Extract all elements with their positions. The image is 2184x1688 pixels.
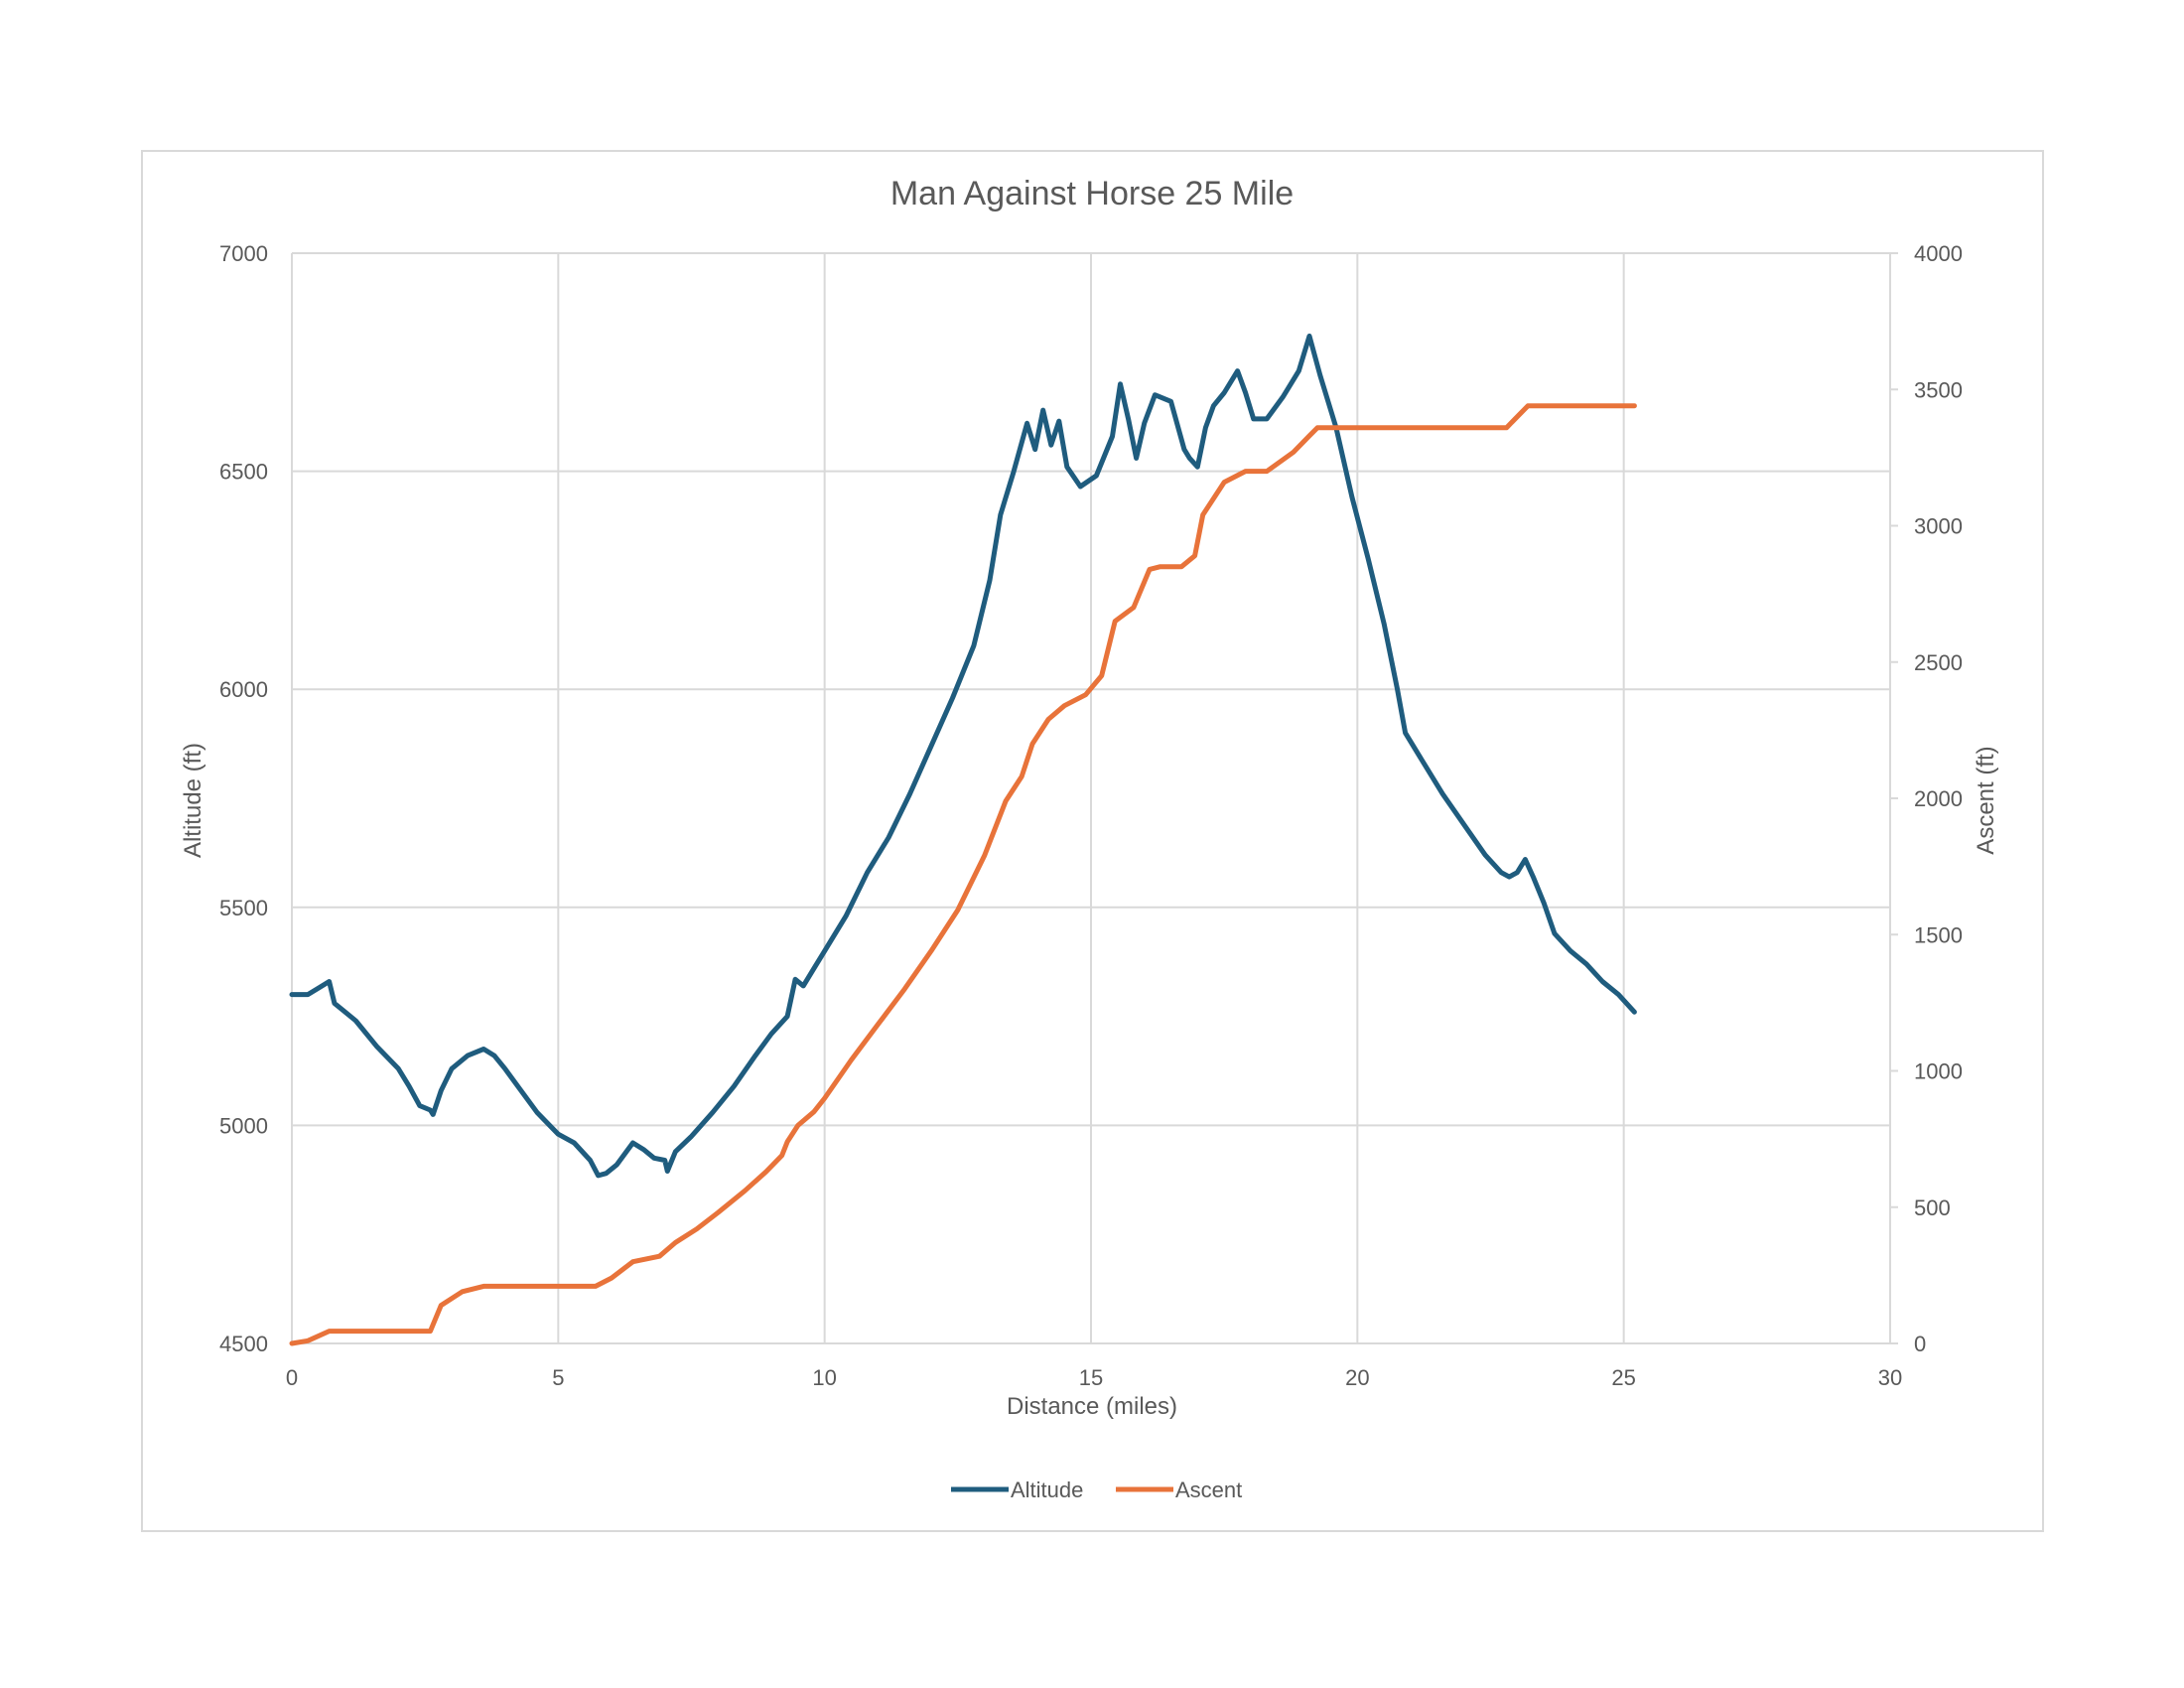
legend-label-altitude: Altitude xyxy=(1011,1477,1083,1502)
y-tick-label: 5000 xyxy=(219,1113,268,1138)
y2-tick-label: 1000 xyxy=(1914,1059,1963,1084)
x-tick-labels: 0 5 10 15 20 25 30 xyxy=(286,1365,1902,1390)
chart-frame xyxy=(141,150,2044,1532)
x-tick-label: 30 xyxy=(1878,1365,1902,1390)
y-tick-label: 6000 xyxy=(219,677,268,702)
series-line-altitude xyxy=(289,333,1637,1179)
y2-tick-label: 0 xyxy=(1914,1332,1926,1356)
y2-tick-label: 1500 xyxy=(1914,922,1963,947)
x-tick-label: 15 xyxy=(1079,1365,1103,1390)
y2-tick-label: 3500 xyxy=(1914,377,1963,402)
series-lines xyxy=(289,333,1637,1346)
y2-tick-label: 2000 xyxy=(1914,786,1963,811)
legend-label-ascent: Ascent xyxy=(1175,1477,1242,1502)
y-tick-label: 5500 xyxy=(219,896,268,920)
y2-tick-label: 500 xyxy=(1914,1196,1951,1220)
y2-axis-title: Ascent (ft) xyxy=(1973,746,1999,854)
legend: Altitude Ascent xyxy=(951,1477,1242,1502)
y-tick-label: 7000 xyxy=(219,241,268,266)
y-tick-label: 6500 xyxy=(219,460,268,485)
y2-tick-labels: 0 500 1000 1500 2000 2500 3000 3500 4000 xyxy=(1890,241,1963,1356)
y-axis-title: Altitude (ft) xyxy=(180,743,206,858)
x-tick-label: 20 xyxy=(1345,1365,1369,1390)
y2-tick-label: 4000 xyxy=(1914,241,1963,266)
series-line-ascent xyxy=(289,403,1637,1346)
chart-title: Man Against Horse 25 Mile xyxy=(890,175,1294,212)
y-tick-label: 4500 xyxy=(219,1332,268,1356)
x-tick-label: 25 xyxy=(1611,1365,1635,1390)
x-tick-label: 10 xyxy=(812,1365,836,1390)
y2-tick-label: 3000 xyxy=(1914,514,1963,539)
x-tick-label: 5 xyxy=(552,1365,564,1390)
y-tick-labels: 4500 5000 5500 6000 6500 7000 xyxy=(219,241,268,1356)
y2-tick-label: 2500 xyxy=(1914,650,1963,675)
grid-lines xyxy=(291,252,1891,1344)
x-tick-label: 0 xyxy=(286,1365,298,1390)
x-axis-title: Distance (miles) xyxy=(1007,1393,1177,1420)
